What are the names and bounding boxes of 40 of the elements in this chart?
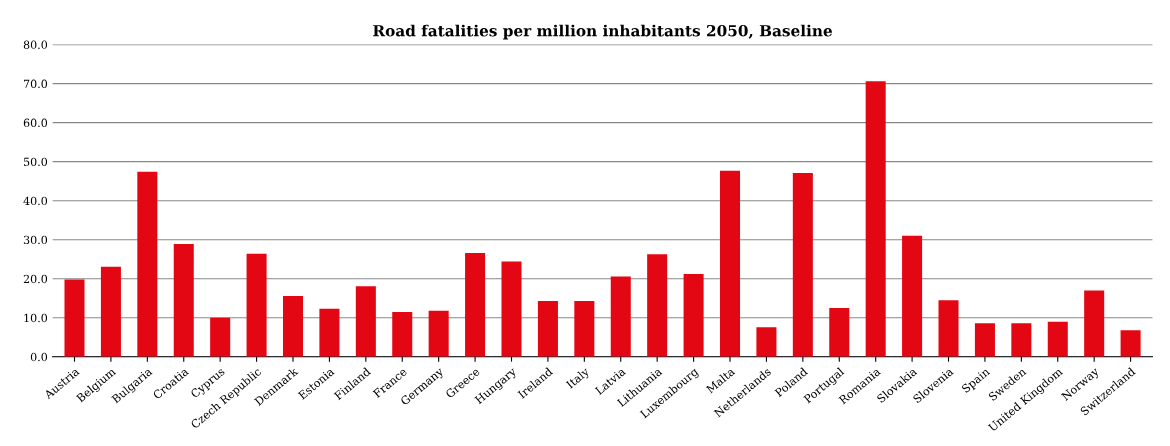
bar <box>465 252 486 357</box>
y-tick-label: 80.0 <box>23 40 48 49</box>
y-tick-label: 20.0 <box>23 274 48 284</box>
bar <box>683 274 704 357</box>
y-tick-label: 70.0 <box>23 79 48 88</box>
bar <box>137 171 158 357</box>
bar <box>720 170 741 357</box>
bar <box>938 300 959 357</box>
y-tick-label: 40.0 <box>23 196 48 206</box>
bar <box>974 323 995 357</box>
bar <box>647 254 668 357</box>
y-tick-label: 30.0 <box>23 235 48 245</box>
bar <box>1120 330 1141 357</box>
bar <box>1047 321 1068 357</box>
bar <box>902 235 923 357</box>
bar <box>64 279 85 357</box>
bar <box>574 300 595 357</box>
bar <box>392 311 413 357</box>
bar <box>355 286 376 357</box>
bar <box>829 308 850 357</box>
bar <box>173 244 194 357</box>
y-tick-label: 0.0 <box>30 352 48 362</box>
y-tick-label: 60.0 <box>23 118 48 128</box>
bar <box>537 300 558 357</box>
chart-title: Road fatalities per million inhabitants 2050, Baseline <box>373 24 832 40</box>
bar <box>1011 323 1032 357</box>
y-tick-label: 10.0 <box>24 313 48 323</box>
bar <box>1084 290 1105 357</box>
bar <box>865 81 886 357</box>
bar <box>319 308 340 357</box>
bar <box>792 172 813 357</box>
bar <box>100 266 121 357</box>
bar <box>428 310 449 357</box>
bar <box>610 276 631 357</box>
y-tick-label: 50.0 <box>23 157 48 167</box>
bar <box>210 317 231 357</box>
bar <box>756 327 777 357</box>
bar <box>246 253 267 357</box>
bar <box>282 295 304 357</box>
bar <box>501 261 522 357</box>
